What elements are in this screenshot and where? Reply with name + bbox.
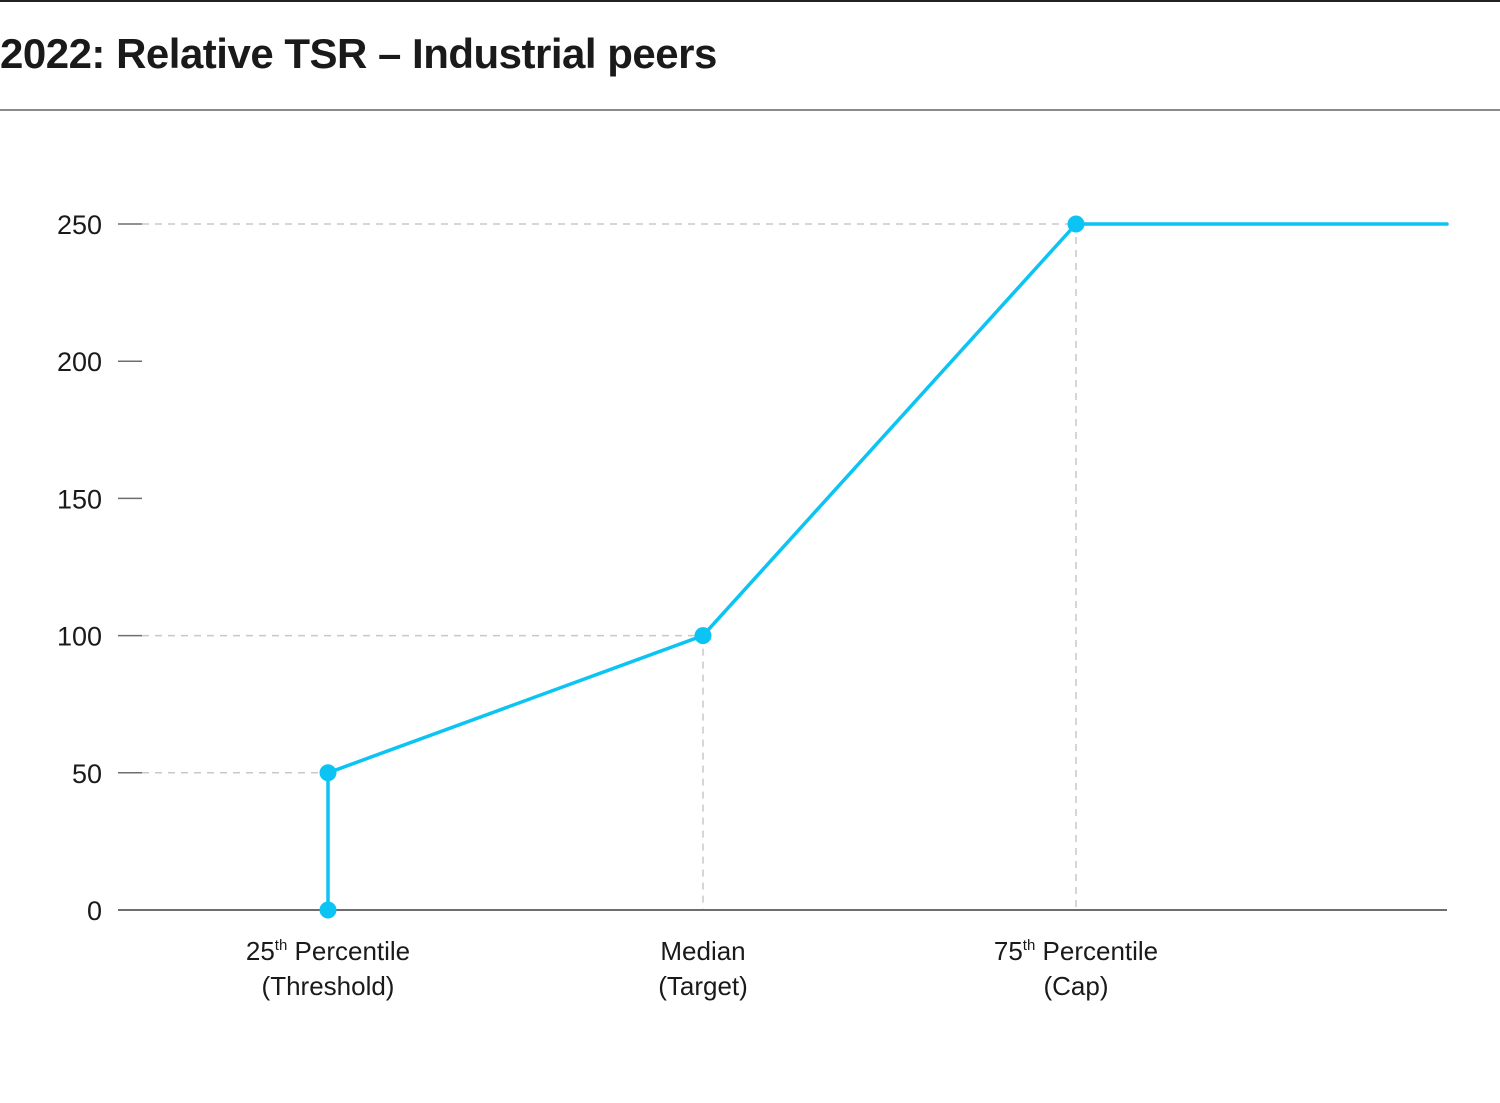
series-line: [326, 222, 1449, 912]
y-tick-label-150: 150: [57, 484, 102, 514]
category-label-1-line2: (Threshold): [262, 971, 395, 1001]
category-label-1-line1: 25th Percentile: [246, 936, 410, 966]
page-title: 2022: Relative TSR – Industrial peers: [0, 30, 717, 77]
y-tick-label-250: 250: [57, 210, 102, 240]
category-label-3-line1: 75th Percentile: [994, 936, 1158, 966]
y-tick-label-50: 50: [72, 759, 102, 789]
point-threshold-0: [319, 901, 337, 919]
title-divider: [0, 109, 1500, 111]
category-label-2-line1: Median: [660, 936, 745, 966]
point-cap-250: [1067, 215, 1085, 233]
top-rule: [0, 0, 1500, 2]
y-tick-label-200: 200: [57, 347, 102, 377]
point-median-100: [694, 627, 712, 645]
category-label-2-line2: (Target): [658, 971, 748, 1001]
y-tick-label-0: 0: [87, 896, 102, 926]
y-tick-label-100: 100: [57, 622, 102, 652]
point-threshold-50: [319, 764, 337, 782]
category-label-3-line2: (Cap): [1043, 971, 1108, 1001]
